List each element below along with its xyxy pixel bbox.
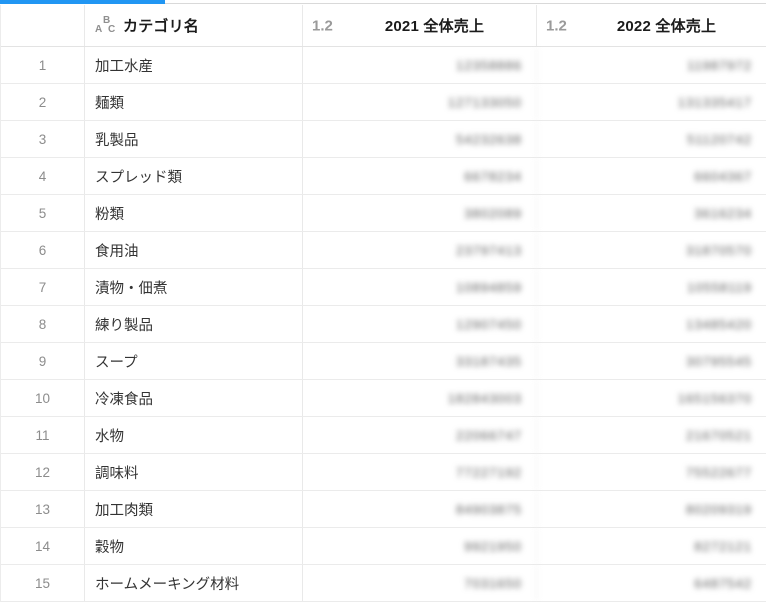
sales-2022-cell[interactable]: 8272121 <box>694 538 752 554</box>
sales-2022-cell[interactable]: 6604367 <box>694 168 752 184</box>
header-row: A B C カテゴリ名 1.2 2021 全体売上 1.2 2022 全体売上 <box>1 5 766 47</box>
category-cell[interactable]: 食用油 <box>85 232 303 268</box>
category-cell[interactable]: 冷凍食品 <box>85 380 303 416</box>
table-row: 2 麺類 127133050 131335417 <box>1 84 766 121</box>
sales-2021-cell[interactable]: 23797413 <box>303 232 537 268</box>
category-cell[interactable]: 加工水産 <box>85 47 303 83</box>
row-number-cell: 1 <box>1 47 85 83</box>
table-row: 5 粉類 3802089 3616234 <box>1 195 766 232</box>
sales-2022-cell[interactable]: 51120742 <box>687 131 752 147</box>
sales-2021-cell[interactable]: 182843003 <box>303 380 537 416</box>
numeric-type-icon: 1.2 <box>546 17 567 34</box>
sales-2021-cell[interactable]: 84903875 <box>303 491 537 527</box>
table-row: 1 加工水産 12358886 11987972 <box>1 47 766 84</box>
category-cell[interactable]: スープ <box>85 343 303 379</box>
sales-2022-cell[interactable]: 165156370 <box>677 390 752 406</box>
table-row: 9 スープ 33187435 30795545 <box>1 343 766 380</box>
category-cell[interactable]: 漬物・佃煮 <box>85 269 303 305</box>
row-number-cell: 9 <box>1 343 85 379</box>
sales-2021-cell[interactable]: 12358886 <box>303 47 537 83</box>
column-title-2021-sales: 2021 全体売上 <box>384 18 485 35</box>
sales-2022-cell[interactable]: 80209319 <box>686 501 752 517</box>
text-type-icon-letter: A <box>95 24 103 35</box>
sales-2022-cell[interactable]: 10558119 <box>687 279 752 295</box>
category-cell[interactable]: 乳製品 <box>85 121 303 157</box>
column-title-category: カテゴリ名 <box>123 18 200 35</box>
row-number-cell: 3 <box>1 121 85 157</box>
table-row: 11 水物 22066747 21670521 <box>1 417 766 454</box>
sales-2022-cell[interactable]: 131335417 <box>677 94 752 110</box>
category-cell[interactable]: スプレッド類 <box>85 158 303 194</box>
text-type-icon: A B C <box>95 16 116 35</box>
sales-2022-cell[interactable]: 75522677 <box>686 464 752 480</box>
row-number-cell: 12 <box>1 454 85 490</box>
row-number-cell: 5 <box>1 195 85 231</box>
category-cell[interactable]: 麺類 <box>85 84 303 120</box>
sales-2021-cell[interactable]: 77227192 <box>303 454 537 490</box>
header-cell-category[interactable]: A B C カテゴリ名 <box>85 5 303 46</box>
sales-2021-cell[interactable]: 12907450 <box>303 306 537 342</box>
sales-2022-cell[interactable]: 21670521 <box>686 427 752 443</box>
table-row: 15 ホームメーキング材料 7031650 6487542 <box>1 565 766 602</box>
sales-2022-cell[interactable]: 3616234 <box>694 205 752 221</box>
row-number-cell: 4 <box>1 158 85 194</box>
data-grid: A B C カテゴリ名 1.2 2021 全体売上 1.2 2022 全体売上 … <box>0 5 766 602</box>
sales-2021-cell[interactable]: 127133050 <box>303 84 537 120</box>
sales-2022-cell[interactable]: 6487542 <box>694 575 752 591</box>
table-body: 1 加工水産 12358886 11987972 2 麺類 127133050 … <box>1 47 766 602</box>
progress-track <box>0 0 766 5</box>
category-cell[interactable]: 練り製品 <box>85 306 303 342</box>
table-row: 12 調味料 77227192 75522677 <box>1 454 766 491</box>
table-row: 13 加工肉類 84903875 80209319 <box>1 491 766 528</box>
row-number-cell: 8 <box>1 306 85 342</box>
progress-track-line <box>0 3 766 4</box>
row-number-cell: 15 <box>1 565 85 601</box>
row-number-cell: 2 <box>1 84 85 120</box>
row-number-cell: 11 <box>1 417 85 453</box>
table-row: 3 乳製品 54232638 51120742 <box>1 121 766 158</box>
sales-2021-cell[interactable]: 33187435 <box>303 343 537 379</box>
table-row: 8 練り製品 12907450 13485420 <box>1 306 766 343</box>
category-cell[interactable]: 穀物 <box>85 528 303 564</box>
sales-2021-cell[interactable]: 7031650 <box>303 565 537 601</box>
text-type-icon-letter: C <box>108 24 116 35</box>
category-cell[interactable]: 粉類 <box>85 195 303 231</box>
sales-2021-cell[interactable]: 22066747 <box>303 417 537 453</box>
sales-2022-cell[interactable]: 31870570 <box>686 242 752 258</box>
category-cell[interactable]: 水物 <box>85 417 303 453</box>
row-number-cell: 10 <box>1 380 85 416</box>
sales-2021-cell[interactable]: 10894859 <box>303 269 537 305</box>
table-row: 10 冷凍食品 182843003 165156370 <box>1 380 766 417</box>
category-cell[interactable]: 調味料 <box>85 454 303 490</box>
sales-2021-cell[interactable]: 6678234 <box>303 158 537 194</box>
numeric-type-icon: 1.2 <box>312 17 333 34</box>
header-cell-row-index[interactable] <box>1 5 85 46</box>
sales-2021-cell[interactable]: 9921950 <box>303 528 537 564</box>
row-number-cell: 7 <box>1 269 85 305</box>
text-type-icon-letter: B <box>103 15 111 26</box>
header-cell-2021-sales[interactable]: 1.2 2021 全体売上 <box>303 5 537 46</box>
table-row: 7 漬物・佃煮 10894859 10558119 <box>1 269 766 306</box>
sales-2022-cell[interactable]: 13485420 <box>686 316 752 332</box>
table-row: 6 食用油 23797413 31870570 <box>1 232 766 269</box>
sales-2022-cell[interactable]: 11987972 <box>687 57 752 73</box>
progress-bar <box>0 0 165 4</box>
column-title-2022-sales: 2022 全体売上 <box>616 18 717 35</box>
category-cell[interactable]: ホームメーキング材料 <box>85 565 303 601</box>
header-cell-2022-sales[interactable]: 1.2 2022 全体売上 <box>537 5 766 46</box>
sales-2021-cell[interactable]: 54232638 <box>303 121 537 157</box>
sales-2021-cell[interactable]: 3802089 <box>303 195 537 231</box>
row-number-cell: 6 <box>1 232 85 268</box>
sales-2022-cell[interactable]: 30795545 <box>686 353 752 369</box>
row-number-cell: 14 <box>1 528 85 564</box>
row-number-cell: 13 <box>1 491 85 527</box>
category-cell[interactable]: 加工肉類 <box>85 491 303 527</box>
table-row: 4 スプレッド類 6678234 6604367 <box>1 158 766 195</box>
table-row: 14 穀物 9921950 8272121 <box>1 528 766 565</box>
